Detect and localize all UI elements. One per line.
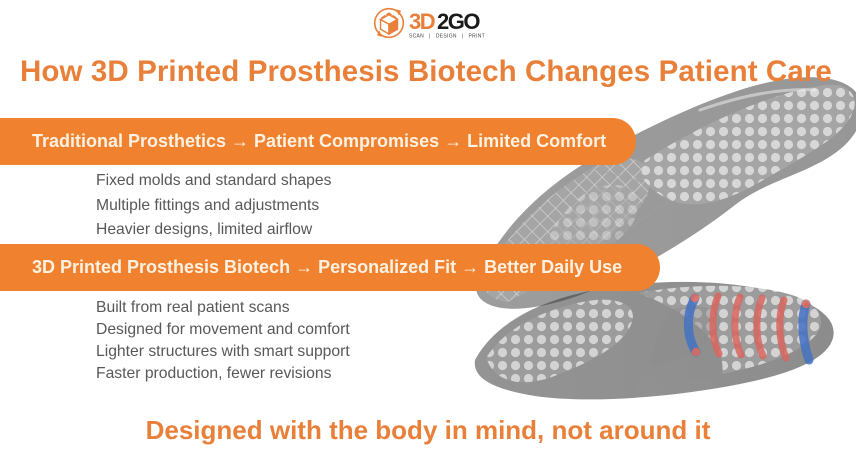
svg-text:2GO: 2GO (437, 9, 480, 34)
svg-text:3D: 3D (409, 9, 435, 34)
svg-text:SCAN | DESIGN | PRINT: SCAN | DESIGN | PRINT (409, 34, 485, 40)
